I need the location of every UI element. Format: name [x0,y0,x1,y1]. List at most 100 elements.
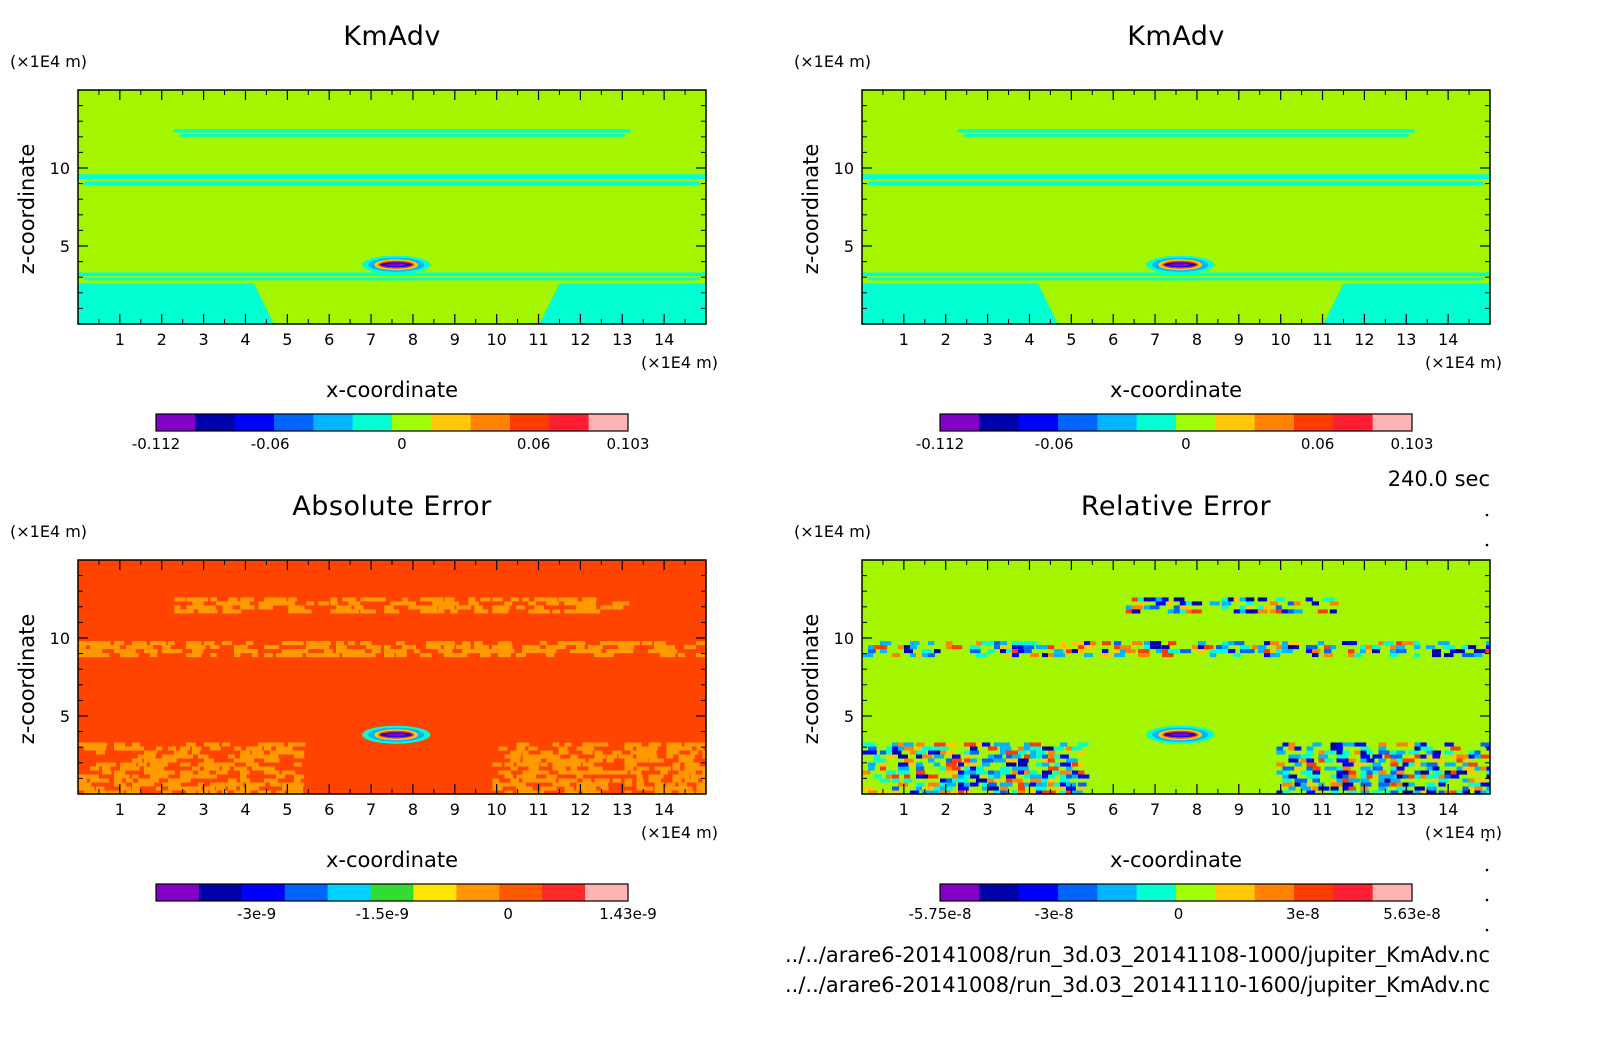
data-cell [282,601,290,606]
data-cell [306,645,315,650]
data-cell [198,645,206,650]
data-cell [450,609,458,614]
data-cell [198,609,211,614]
data-cell [1312,770,1321,775]
data-cell [1426,645,1436,650]
data-cell [1414,641,1421,646]
data-cell [528,762,540,767]
data-cell [78,786,90,791]
x-tick-label: 4 [240,800,250,819]
data-cell [258,754,270,759]
data-cell [174,778,185,783]
data-cell [570,754,579,759]
data-cell [1480,754,1490,759]
data-cell [354,653,361,658]
colorbar-tick-label: -0.112 [132,435,180,453]
y-tick-label: 5 [60,237,70,256]
data-cell [970,645,981,650]
data-cell [162,758,171,763]
data-cell [678,758,688,763]
data-cell [868,762,876,767]
data-cell [1486,790,1490,794]
data-cell [1342,742,1351,747]
data-cell [372,597,382,602]
data-cell [648,649,655,654]
data-cell [1000,649,1008,654]
data-cell [540,786,550,791]
data-cell [1269,601,1279,606]
data-cell [1185,609,1195,614]
data-cell [498,653,506,658]
data-cell [294,782,305,787]
data-cell [102,770,112,775]
data-cell [96,742,108,747]
data-cell [922,786,934,791]
data-cell [570,641,581,646]
data-cell [1306,645,1318,650]
data-cell [336,645,347,650]
data-cell [546,758,559,763]
data-cell [96,746,107,751]
data-cell [958,778,968,783]
data-cell [450,653,458,658]
data-cell [1155,597,1163,602]
data-cell [1486,641,1490,646]
data-cell [204,605,216,610]
data-cell [1318,782,1325,787]
data-cell [940,786,948,791]
colorbar-swatch [1333,884,1374,901]
data-cell [612,641,619,646]
data-cell [558,645,567,650]
data-cell [174,597,186,602]
data-band [174,129,631,133]
data-cell [540,754,550,759]
data-cell [588,758,597,763]
data-cell [192,750,200,755]
data-cell [222,790,229,794]
data-cell [1162,649,1173,654]
data-cell [952,758,962,763]
data-cell [156,758,164,763]
data-cell [1276,770,1289,775]
data-cell [1042,774,1051,779]
data-cell [600,653,610,658]
data-cell [1060,742,1068,747]
data-cell [1090,641,1097,646]
data-cell [120,762,129,767]
data-cell [144,778,155,783]
data-cell [186,774,194,779]
data-cell [264,597,273,602]
data-cell [570,597,578,602]
data-cell [480,649,487,654]
data-cell [180,754,188,759]
data-cell [1432,754,1441,759]
data-cell [624,649,634,654]
chart-panel-3: Absolute Error(×1E4 m)1 2 3 4 5 6 7 8 9 10 11 12 13 1… [10,491,718,923]
data-cell [1282,782,1293,787]
data-cell [898,742,909,747]
data-cell [1426,754,1438,759]
colorbar-swatch [979,414,1020,431]
x-axis-label: x-coordinate [326,848,458,872]
data-cell [1030,641,1037,646]
data-cell [246,649,258,654]
data-cell [1060,778,1071,783]
data-band [180,134,625,137]
data-cell [976,653,987,658]
data-cell [324,641,331,646]
data-cell [892,750,902,755]
data-cell [1324,649,1332,654]
data-cell [174,609,185,614]
data-cell [1312,774,1320,779]
data-cell [630,641,640,646]
y-unit-label: (×1E4 m) [10,522,87,541]
data-cell [1317,609,1328,614]
colorbar-swatch [1254,884,1295,901]
marker-dot [1485,898,1489,902]
data-cell [696,746,704,751]
data-cell [1294,754,1307,759]
data-cell [1131,609,1141,614]
data-cell [1072,790,1083,794]
data-cell [898,746,910,751]
